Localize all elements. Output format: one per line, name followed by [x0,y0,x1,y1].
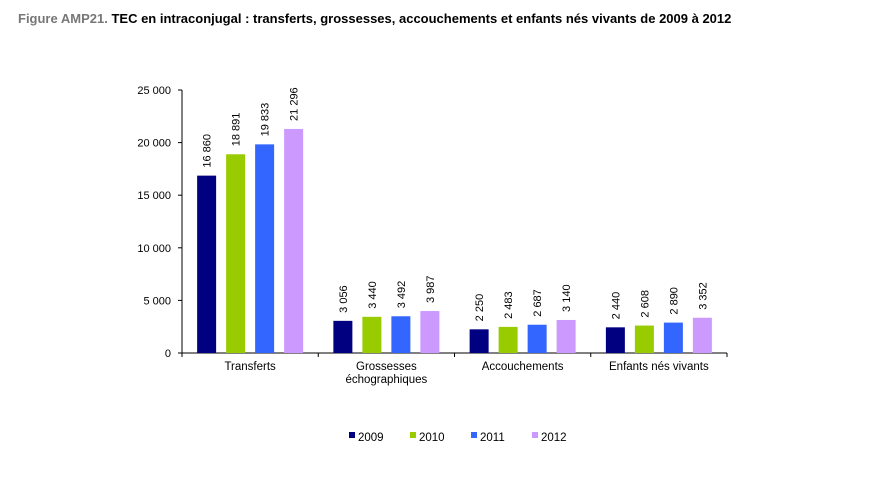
y-tick-label: 5 000 [143,295,171,307]
data-label: 2 250 [474,294,486,322]
bar [255,144,275,353]
bar [469,329,489,353]
data-label: 2 483 [503,291,515,319]
data-label: 3 492 [396,281,408,309]
bar [226,154,246,353]
legend-swatch [471,432,477,438]
y-tick-label: 10 000 [137,243,171,255]
legend-label: 2010 [419,432,445,444]
data-label: 3 987 [425,276,437,304]
legend-label: 2009 [358,432,384,444]
bar [634,325,654,353]
data-label: 19 833 [260,103,272,137]
x-tick-label: Enfants nés vivants [609,361,709,373]
legend-swatch [349,432,355,438]
data-label: 2 687 [532,289,544,317]
x-tick-label: Accouchements [482,361,564,373]
bar [391,316,411,353]
bar [420,311,440,353]
legend-swatch [532,432,538,438]
bar [556,319,576,353]
y-tick-label: 15 000 [137,190,171,202]
y-tick-label: 0 [165,348,171,360]
bar [284,128,304,353]
data-label: 21 296 [289,87,301,121]
data-label: 2 440 [610,292,622,320]
bar [362,316,382,353]
data-label: 3 140 [561,284,573,312]
data-label: 3 056 [338,285,350,313]
bar [197,175,217,353]
y-tick-label: 25 000 [137,85,171,97]
data-label: 18 891 [231,113,243,147]
legend-label: 2012 [541,432,567,444]
data-label: 2 608 [639,290,651,318]
bar [498,326,518,353]
bar [663,322,683,353]
bar [605,327,625,353]
figure-title: TEC en intraconjugal : transferts, gross… [111,11,732,26]
data-label: 2 890 [668,287,680,315]
bar [333,320,353,353]
y-tick-label: 20 000 [137,138,171,150]
x-tick-label: Grossesses échographiques [345,361,427,386]
data-label: 3 352 [697,282,709,310]
figure-label: Figure AMP21. [18,11,108,26]
x-tick-label: Transferts [224,361,276,373]
data-label: 3 440 [367,281,379,309]
bar [527,324,547,353]
legend-label: 2011 [480,432,505,444]
data-label: 16 860 [202,134,214,168]
legend-swatch [410,432,416,438]
bar [692,317,712,353]
chart-title: Figure AMP21. TEC en intraconjugal : tra… [18,11,731,26]
